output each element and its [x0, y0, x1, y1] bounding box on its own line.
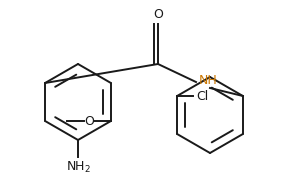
Text: NH$_2$: NH$_2$: [66, 160, 90, 175]
Text: O: O: [84, 114, 94, 127]
Text: NH: NH: [199, 74, 218, 87]
Text: O: O: [153, 8, 163, 21]
Text: Cl: Cl: [196, 89, 208, 103]
